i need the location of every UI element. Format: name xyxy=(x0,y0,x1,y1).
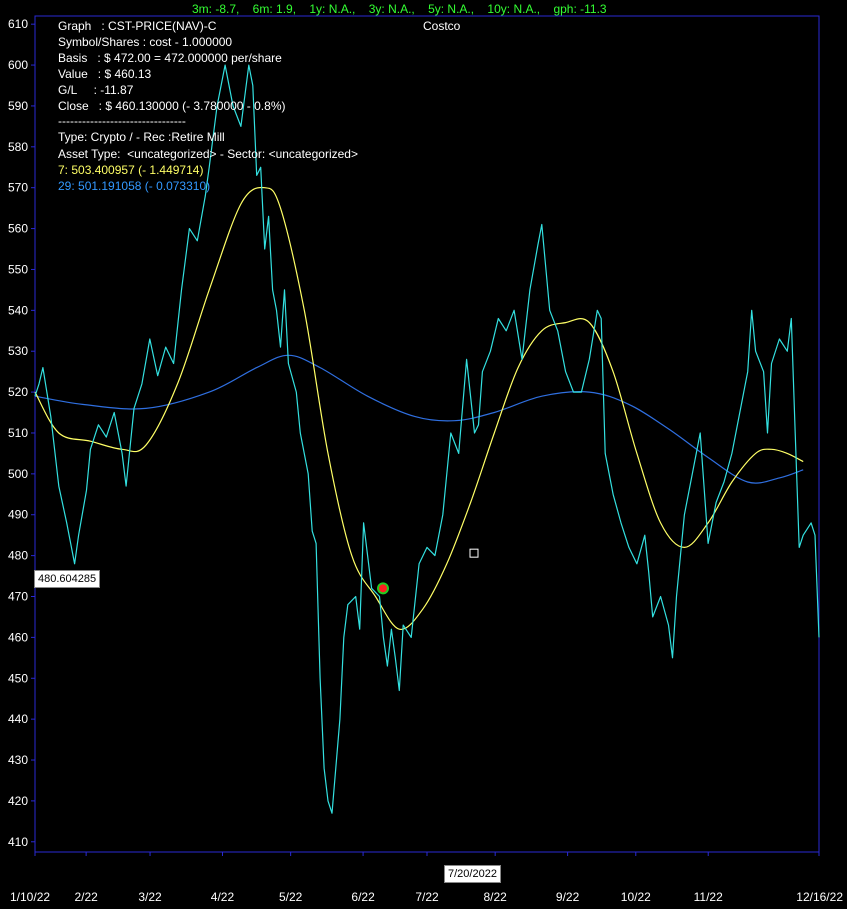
y-tick-label: 520 xyxy=(8,385,28,399)
y-tick-label: 510 xyxy=(8,426,28,440)
y-tick-label: 450 xyxy=(8,671,28,685)
y-tick-label: 560 xyxy=(8,222,28,236)
y-tick-label: 580 xyxy=(8,140,28,154)
cursor-date-label: 7/20/2022 xyxy=(444,865,501,883)
y-tick-label: 480 xyxy=(8,549,28,563)
x-tick-label: 7/22 xyxy=(415,890,439,904)
info-basis: Basis : $ 472.00 = 472.000000 per/share xyxy=(58,51,282,65)
cursor-marker xyxy=(469,548,479,558)
cursor-value-label: 480.604285 xyxy=(34,570,101,588)
y-tick-label: 590 xyxy=(8,99,28,113)
x-tick-label: 11/22 xyxy=(694,890,723,904)
performance-stats: 3m: -8.7, 6m: 1.9, 1y: N.A., 3y: N.A., 5… xyxy=(192,2,607,16)
y-tick-label: 420 xyxy=(8,794,28,808)
x-tick-label: 1/10/22 xyxy=(10,890,50,904)
y-tick-label: 410 xyxy=(8,835,28,849)
series-ma29-line xyxy=(34,354,804,484)
y-tick-label: 430 xyxy=(8,753,28,767)
info-separator: -------------------------------- xyxy=(58,114,186,128)
y-tick-label: 610 xyxy=(8,17,28,31)
info-gl: G/L : -11.87 xyxy=(58,83,134,97)
x-tick-label: 9/22 xyxy=(556,890,580,904)
info-panel: Graph : CST-PRICE(NAV)-C Symbol/Shares :… xyxy=(58,19,358,193)
y-tick-label: 570 xyxy=(8,181,28,195)
series-ma7-line xyxy=(34,186,804,630)
y-tick-label: 530 xyxy=(8,344,28,358)
x-tick-label: 3/22 xyxy=(138,890,162,904)
x-tick-label: 12/16/22 xyxy=(796,890,843,904)
x-tick-label: 5/22 xyxy=(279,890,303,904)
y-tick-label: 600 xyxy=(8,58,28,72)
y-tick-label: 500 xyxy=(8,467,28,481)
info-close: Close : $ 460.130000 (- 3.780000 - 0.8%) xyxy=(58,99,285,113)
legend-ma7: 7: 503.400957 (- 1.449714) xyxy=(58,163,203,177)
x-tick-label: 10/22 xyxy=(621,890,651,904)
y-tick-label: 440 xyxy=(8,712,28,726)
info-type: Type: Crypto / - Rec :Retire Mill xyxy=(58,130,225,144)
info-value: Value : $ 460.13 xyxy=(58,67,152,81)
x-tick-label: 8/22 xyxy=(483,890,507,904)
x-tick-label: 2/22 xyxy=(74,890,98,904)
info-graph: Graph : CST-PRICE(NAV)-C xyxy=(58,19,217,33)
y-tick-label: 540 xyxy=(8,303,28,317)
x-tick-label: 6/22 xyxy=(351,890,375,904)
y-tick-label: 550 xyxy=(8,262,28,276)
info-asset: Asset Type: <uncategorized> - Sector: <u… xyxy=(58,147,358,161)
x-tick-label: 4/22 xyxy=(211,890,235,904)
series-price-line xyxy=(34,64,820,814)
chart-title: Costco xyxy=(423,19,461,33)
basis-marker xyxy=(377,582,389,595)
y-tick-label: 470 xyxy=(8,589,28,603)
info-symbol: Symbol/Shares : cost - 1.000000 xyxy=(58,35,232,49)
y-tick-label: 490 xyxy=(8,508,28,522)
legend-ma29: 29: 501.191058 (- 0.073310) xyxy=(58,179,210,193)
y-tick-label: 460 xyxy=(8,630,28,644)
